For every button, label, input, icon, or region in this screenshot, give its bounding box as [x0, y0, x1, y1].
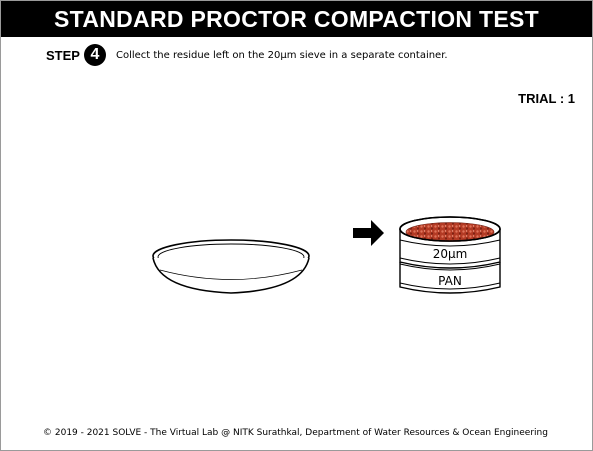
sieve-20um — [399, 216, 501, 269]
step-instruction-text: Collect the residue left on the 20µm sie… — [115, 49, 448, 61]
copyright-footer: © 2019 - 2021 SOLVE - The Virtual Lab @ … — [43, 428, 548, 438]
right-arrow-icon — [353, 220, 384, 246]
step-instruction: STEP 4 Collect the residue left on the 2… — [46, 44, 448, 66]
sieve-stack[interactable]: 20µm PAN — [399, 216, 501, 294]
pan — [399, 262, 501, 294]
trial-indicator: TRIAL : 1 — [518, 91, 575, 106]
step-label: STEP — [46, 47, 80, 63]
step-number-badge: 4 — [83, 44, 106, 66]
sieve-label: 20µm — [433, 247, 468, 261]
pan-label: PAN — [438, 274, 462, 288]
page-title: STANDARD PROCTOR COMPACTION TEST — [1, 1, 592, 37]
empty-dish[interactable] — [152, 239, 310, 294]
